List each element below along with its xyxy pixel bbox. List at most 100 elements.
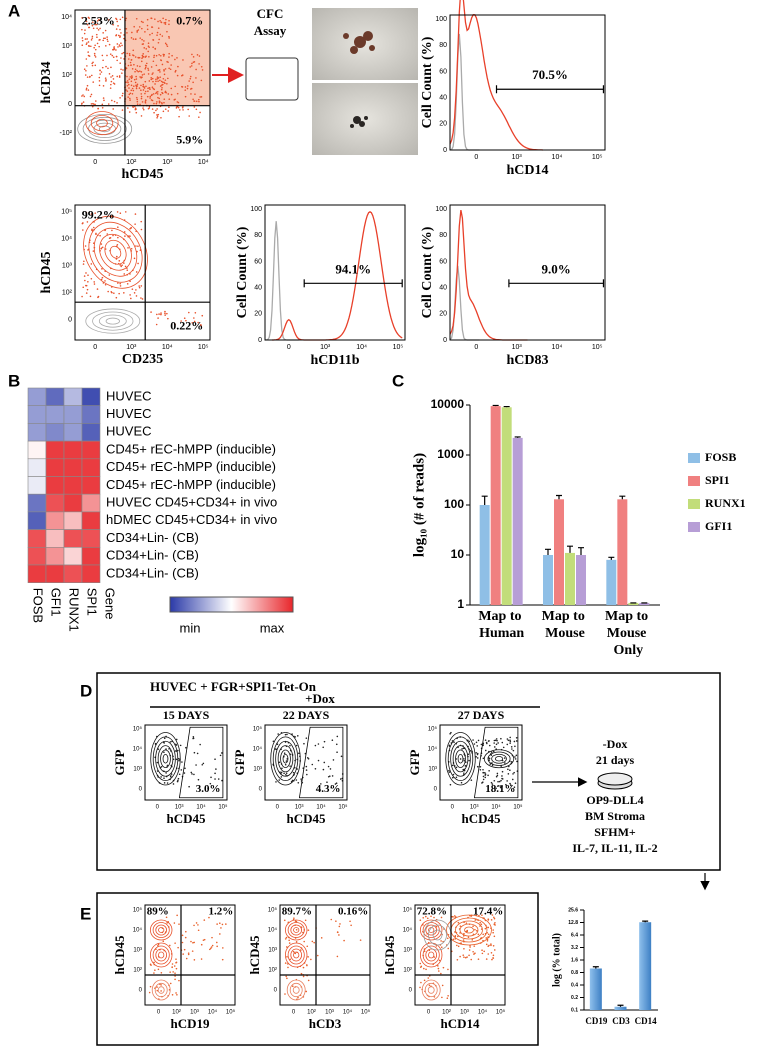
event-dot: [515, 740, 518, 742]
event-dot: [134, 81, 137, 84]
event-dot: [124, 211, 127, 213]
event-dot: [92, 250, 95, 252]
y-axis-label: Cell Count (%): [420, 226, 435, 318]
event-dot: [153, 54, 156, 57]
event-dot: [291, 779, 294, 782]
event-dot: [485, 741, 488, 744]
event-dot: [497, 785, 500, 787]
event-dot: [142, 53, 145, 55]
x-tick-label: 10⁵: [198, 344, 209, 351]
event-dot: [457, 935, 459, 938]
event-dot: [463, 932, 465, 935]
event-dot: [155, 64, 158, 67]
x-tick-label: Map to Mouse: [542, 609, 589, 641]
x-tick-label: 10⁴: [196, 804, 206, 811]
event-dot: [203, 938, 206, 941]
y-tick-label: 6.4: [571, 932, 578, 938]
event-dot: [135, 75, 137, 78]
event-dot: [116, 102, 118, 104]
event-dot: [487, 774, 489, 777]
event-dot: [490, 943, 492, 945]
event-dot: [120, 68, 122, 71]
event-dot: [87, 45, 90, 47]
event-dot: [438, 970, 440, 972]
event-dot: [177, 749, 179, 752]
event-dot: [90, 39, 93, 41]
event-dot: [111, 75, 114, 77]
event-dot: [167, 110, 170, 112]
event-dot: [141, 57, 143, 59]
contour: [287, 922, 305, 938]
event-dot: [162, 55, 165, 57]
event-dot: [176, 993, 178, 996]
event-dot: [476, 765, 479, 768]
event-dot: [496, 772, 499, 775]
event-dot: [125, 67, 128, 70]
event-dot: [192, 98, 194, 101]
event-dot: [339, 778, 342, 780]
event-dot: [121, 109, 124, 111]
legend-label: GFI1: [705, 519, 732, 533]
contour: [286, 979, 306, 1001]
day-label: 22 DAYS: [283, 708, 330, 722]
event-dot: [168, 35, 170, 38]
event-dot: [85, 43, 88, 46]
event-dot: [147, 87, 149, 90]
contour: [152, 922, 170, 938]
y-tick-label: 10²: [62, 72, 73, 79]
event-dot: [84, 74, 87, 76]
event-dot: [98, 19, 101, 22]
event-dot: [511, 748, 513, 750]
event-dot: [85, 58, 88, 60]
y-axis-label: hCD34: [39, 61, 54, 103]
event-dot: [144, 31, 146, 33]
error-bar: [642, 920, 649, 923]
event-dot: [287, 966, 289, 969]
event-dot: [166, 782, 169, 784]
event-dot: [159, 19, 161, 22]
event-dot: [510, 761, 513, 763]
event-dot: [280, 776, 283, 778]
event-dot: [83, 68, 86, 71]
event-dot: [148, 55, 150, 58]
event-dot: [156, 34, 158, 36]
heatmap-cell: [27, 529, 47, 548]
event-dot: [451, 776, 454, 779]
event-dot: [187, 311, 190, 314]
event-dot: [153, 88, 156, 91]
event-dot: [513, 771, 515, 774]
contour: [464, 926, 474, 934]
event-dot: [130, 64, 132, 66]
event-dot: [104, 283, 107, 286]
event-dot: [120, 265, 122, 268]
event-dot: [283, 919, 286, 922]
event-dot: [94, 64, 97, 67]
event-dot: [175, 992, 177, 994]
legend-swatch: [688, 499, 700, 509]
event-dot: [92, 102, 94, 105]
x-tick-label: 10³: [295, 805, 304, 811]
heatmap-cell: [27, 458, 47, 477]
protocol-text: 21 days: [596, 753, 635, 767]
event-dot: [457, 921, 460, 924]
error-bar: [578, 547, 584, 555]
event-dot: [464, 765, 467, 767]
contour: [445, 732, 476, 786]
event-dot: [98, 84, 101, 87]
event-dot: [121, 44, 123, 47]
event-dot: [462, 954, 465, 956]
event-dot: [140, 228, 143, 231]
event-dot: [138, 286, 141, 289]
contour: [99, 233, 132, 271]
histogram-curve: [449, 0, 544, 151]
x-tick-label: 10⁵: [361, 1009, 371, 1016]
contour: [155, 924, 168, 936]
event-dot: [123, 273, 126, 275]
y-axis-label: GFP: [232, 749, 247, 775]
event-dot: [477, 739, 480, 742]
event-dot: [139, 37, 142, 39]
plot-frame: [414, 904, 506, 1006]
event-dot: [314, 767, 317, 770]
event-dot: [96, 20, 99, 22]
event-dot: [101, 106, 104, 109]
